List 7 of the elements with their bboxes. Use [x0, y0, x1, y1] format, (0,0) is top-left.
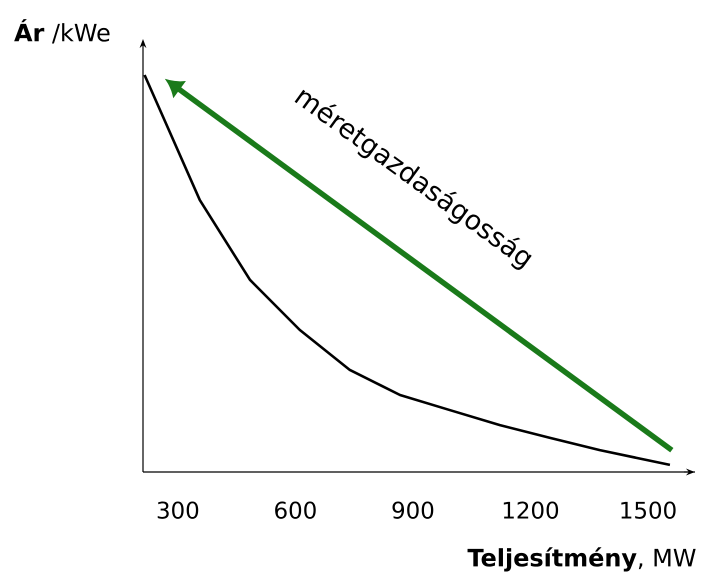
x-tick-label: 1500	[621, 502, 676, 519]
y-axis-title: Ár /kWe	[14, 19, 110, 44]
x-tick-label: 600	[275, 502, 316, 519]
x-tick-label: 300	[158, 502, 198, 519]
x-tick-label: 900	[392, 502, 434, 519]
x-tick-label: 1200	[504, 502, 558, 519]
x-axis-title: Teljesítmény, MW	[468, 547, 696, 572]
